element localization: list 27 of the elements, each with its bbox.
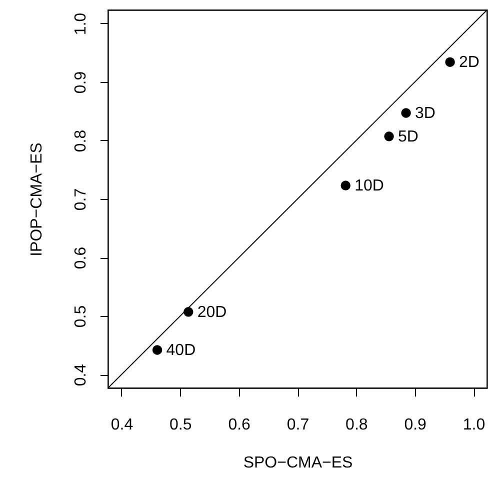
- y-tick-label: 1.0: [72, 12, 90, 36]
- x-tick-label: 1.0: [462, 416, 486, 434]
- x-axis-title: SPO−CMA−ES: [243, 454, 353, 472]
- y-tick-label: 0.5: [72, 305, 90, 328]
- annotation: 20D: [197, 304, 227, 321]
- point: [152, 345, 162, 355]
- annotation: 10D: [354, 178, 384, 195]
- point: [445, 57, 455, 67]
- y-tick-label: 0.7: [72, 188, 90, 211]
- x-tick-label: 0.8: [346, 416, 368, 434]
- y-axis-title: IPOP−CMA−ES: [28, 142, 46, 256]
- x-tick-label: 0.9: [404, 416, 427, 434]
- x-tick-label: 0.7: [286, 416, 310, 434]
- y-tick-label: 0.6: [72, 246, 90, 270]
- point: [384, 132, 394, 142]
- annotation: 3D: [415, 104, 436, 122]
- x-tick-label: 0.6: [228, 416, 251, 434]
- x-tick-label: 0.4: [110, 416, 134, 434]
- x-tick-label: 0.5: [170, 416, 192, 434]
- annotation: 2D: [459, 54, 480, 72]
- y-tick-label: 0.4: [72, 364, 90, 386]
- annotation: 40D: [166, 342, 196, 359]
- point: [401, 108, 411, 118]
- y-tick-label: 0.8: [72, 130, 90, 152]
- y-tick-label: 0.9: [72, 71, 90, 94]
- annotation: 5D: [398, 128, 418, 146]
- point: [340, 180, 350, 190]
